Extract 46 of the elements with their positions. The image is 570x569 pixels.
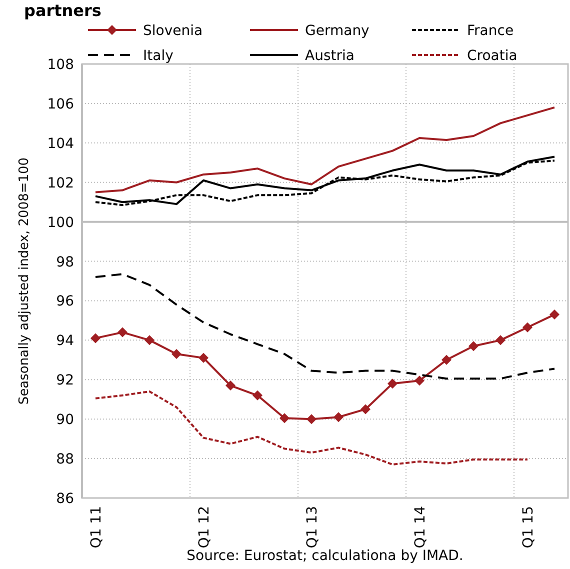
point bbox=[522, 322, 532, 332]
point bbox=[414, 376, 424, 386]
point bbox=[360, 404, 370, 414]
point bbox=[172, 348, 182, 359]
legend-label: Austria bbox=[305, 48, 354, 64]
legend-label: Croatia bbox=[467, 48, 518, 64]
y-tick-label: 106 bbox=[47, 96, 74, 112]
y-tick-label: 86 bbox=[56, 491, 74, 507]
point bbox=[550, 310, 560, 320]
source-note: Source: Eurostat; calculationa by IMAD. bbox=[186, 548, 464, 564]
point bbox=[306, 414, 316, 424]
legend-label: Slovenia bbox=[143, 23, 203, 39]
point bbox=[468, 341, 478, 352]
point bbox=[144, 335, 154, 346]
y-tick-label: 92 bbox=[56, 372, 74, 389]
point bbox=[496, 335, 506, 346]
y-axis-title: Seasonally adjusted index, 2008=100 bbox=[17, 157, 32, 405]
point bbox=[388, 378, 398, 389]
y-tick-label: 90 bbox=[56, 412, 74, 428]
y-tick-label: 102 bbox=[47, 175, 74, 192]
chart-title: partners bbox=[24, 1, 102, 20]
point bbox=[118, 327, 128, 338]
legend-label: France bbox=[467, 23, 514, 39]
x-tick-label: Q1 14 bbox=[412, 506, 428, 548]
line-series bbox=[94, 390, 528, 466]
legend-label: Italy bbox=[143, 48, 174, 64]
y-tick-label: 104 bbox=[47, 136, 74, 152]
y-tick-label: 94 bbox=[56, 333, 74, 350]
y-tick-label: 108 bbox=[47, 57, 74, 73]
point bbox=[252, 390, 262, 400]
point bbox=[90, 333, 100, 344]
point bbox=[280, 413, 290, 424]
point bbox=[442, 354, 452, 365]
line-series bbox=[94, 106, 556, 194]
point bbox=[226, 380, 236, 391]
point bbox=[198, 352, 208, 363]
x-tick-label: Q1 13 bbox=[304, 506, 320, 548]
legend-label: Germany bbox=[305, 23, 370, 39]
y-tick-label: 88 bbox=[56, 452, 74, 468]
x-tick-label: Q1 15 bbox=[520, 506, 536, 548]
y-tick-label: 96 bbox=[56, 294, 74, 310]
x-tick-label: Q1 11 bbox=[88, 506, 104, 548]
y-tick-label: 98 bbox=[56, 254, 74, 270]
point bbox=[334, 412, 344, 422]
x-tick-label: Q1 12 bbox=[196, 506, 212, 548]
y-tick-label: 100 bbox=[47, 214, 74, 231]
